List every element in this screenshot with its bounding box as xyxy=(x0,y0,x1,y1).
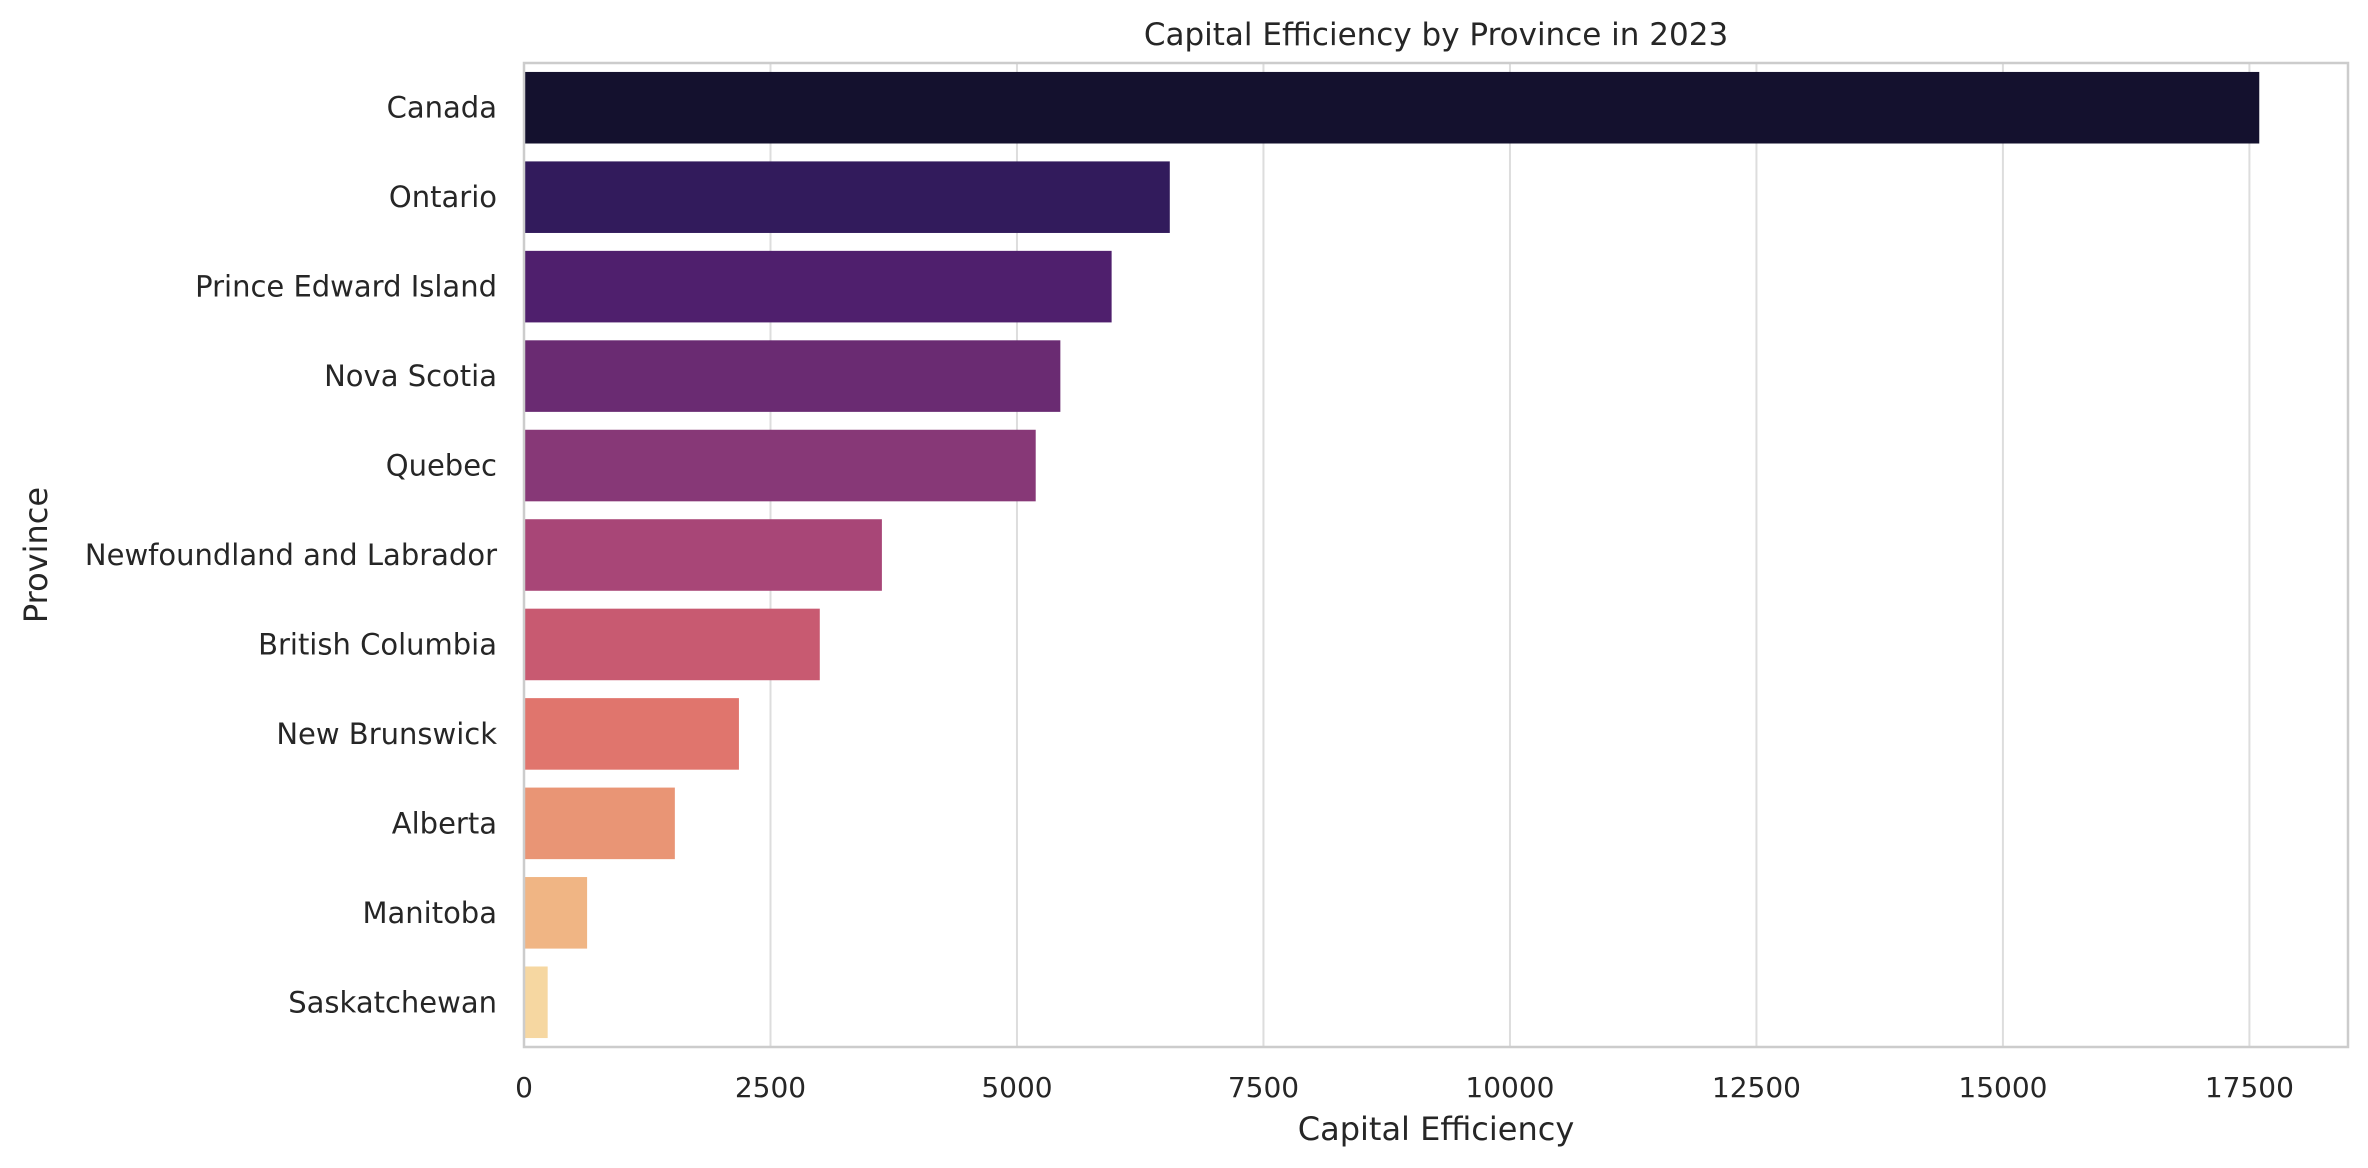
x-tick-label: 15000 xyxy=(1958,1071,2047,1104)
y-tick-label: Manitoba xyxy=(362,896,497,930)
bar-alberta xyxy=(524,787,675,860)
bar-saskatchewan xyxy=(524,966,548,1039)
x-tick-label: 2500 xyxy=(735,1071,806,1104)
bars xyxy=(524,71,2260,1039)
bar-newfoundland-and-labrador xyxy=(524,519,882,591)
x-tick-label: 10000 xyxy=(1465,1071,1554,1104)
y-tick-label: New Brunswick xyxy=(276,717,497,751)
x-axis-title: Capital Efficiency xyxy=(1298,1110,1575,1148)
bar-new-brunswick xyxy=(524,698,739,770)
x-tick-label: 12500 xyxy=(1712,1071,1801,1104)
plot-frame xyxy=(522,61,2350,1049)
y-tick-labels: Canada Ontario Prince Edward Island Nova Sc… xyxy=(85,91,497,1020)
bar-british-columbia xyxy=(524,608,820,681)
y-tick-label: Nova Scotia xyxy=(324,359,497,393)
bar-nova-scotia xyxy=(524,340,1061,412)
bar-quebec xyxy=(524,429,1036,502)
y-tick-label: Ontario xyxy=(389,180,497,214)
x-tick-label: 17500 xyxy=(2205,1071,2294,1104)
bar-prince-edward-island xyxy=(524,250,1112,323)
y-tick-label: Quebec xyxy=(386,449,497,483)
bar-manitoba xyxy=(524,877,588,949)
chart-title: Capital Efficiency by Province in 2023 xyxy=(1144,17,1728,53)
y-tick-label: Alberta xyxy=(392,806,497,840)
y-tick-label: Prince Edward Island xyxy=(195,270,497,304)
bar-ontario xyxy=(524,161,1170,233)
x-tick-label: 0 xyxy=(515,1071,533,1104)
y-axis-title: Province xyxy=(17,487,55,623)
y-tick-label: Saskatchewan xyxy=(288,985,497,1019)
y-tick-label: Newfoundland and Labrador xyxy=(85,538,497,572)
bar-canada xyxy=(524,71,2260,144)
y-tick-label: Canada xyxy=(387,91,497,125)
x-tick-labels: 0 2500 5000 7500 10000 12500 15000 17500 xyxy=(515,1071,2294,1104)
x-tick-label: 7500 xyxy=(1228,1071,1299,1104)
x-tick-label: 5000 xyxy=(981,1071,1052,1104)
y-tick-label: British Columbia xyxy=(258,627,497,661)
